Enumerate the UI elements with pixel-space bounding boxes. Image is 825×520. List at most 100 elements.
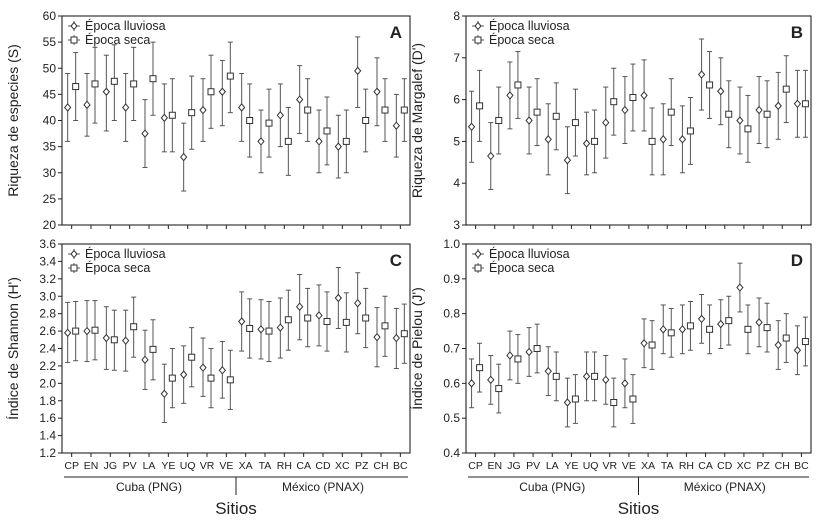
panel-c-xtick-label: VE (219, 460, 233, 472)
panel-b-point-seca (514, 81, 522, 89)
panel-c-point-seca (342, 318, 350, 326)
panel-d-point-seca (495, 385, 503, 393)
panel-d-ytick-label: 0.7 (443, 342, 460, 356)
panel-a-ytick-label: 50 (43, 61, 57, 75)
panel-b-point-seca (648, 137, 656, 145)
panel-d-point-seca (706, 325, 714, 333)
panel-d-point-lluviosa (793, 345, 802, 355)
panel-b-point-lluviosa (602, 118, 610, 127)
panel-a-ytick-label: 40 (43, 114, 57, 128)
panel-d-xtick-label: VE (622, 460, 636, 472)
panel-b-point-lluviosa (525, 116, 533, 125)
panel-b-legend-marker-seca (474, 36, 482, 44)
panel-d-point-lluviosa (602, 375, 610, 385)
panel-b-point-lluviosa (659, 135, 667, 144)
panel-d-xtick-label: CA (698, 460, 713, 472)
panel-d-xtick-label: TA (661, 460, 674, 472)
panel-c-ytick-label: 3.6 (39, 237, 56, 251)
panel-d-point-seca (533, 345, 541, 352)
panel-a-legend-marker-seca (70, 36, 78, 44)
panel-d-point-lluviosa (678, 325, 687, 334)
panel-d-ytick-label: 0.5 (443, 411, 460, 425)
panel-d-letter: D (791, 251, 803, 270)
panel-a-point-lluviosa (373, 87, 381, 97)
panel-d-xtick-label: CH (775, 460, 790, 472)
panel-a-legend-label: Época lluviosa (85, 18, 166, 33)
panel-d-point-seca (552, 372, 560, 380)
panel-d-point-seca (476, 364, 484, 372)
panel-b-ytick-label: 4 (453, 176, 460, 190)
panel-c-xtick-label: BC (393, 460, 408, 472)
panel-b-point-seca (801, 100, 809, 108)
panel-d-point-seca (763, 324, 771, 332)
panel-c-point-lluviosa (315, 311, 323, 320)
panel-d-point-lluviosa (544, 366, 552, 376)
panel-d-xtick-label: XC (737, 460, 752, 472)
panel-a-point-seca (149, 75, 157, 83)
panel-a-letter: A (390, 23, 402, 42)
panel-c-xtick-label: RH (277, 460, 292, 472)
panel-a-point-seca (400, 106, 408, 114)
panel-d-ytick-label: 0.8 (443, 307, 460, 321)
panel-d-ytick-label: 1.0 (443, 237, 460, 251)
panel-c-xtick-label: YE (161, 460, 175, 472)
panel-c-point-seca (72, 327, 80, 335)
panel-c-xtick-label: VR (200, 460, 215, 472)
panel-b-point-seca (533, 108, 541, 116)
panel-d-point-lluviosa (736, 283, 744, 292)
panel-c-legend-marker-lluviosa (70, 249, 78, 259)
panel-d-legend-label: Época lluviosa (489, 246, 570, 261)
panel-d-point-seca (725, 317, 733, 325)
panel-b-point-seca (610, 98, 618, 106)
panel-a-ytick-label: 25 (43, 192, 57, 206)
panel-a-point-lluviosa (141, 129, 149, 138)
panel-a-point-lluviosa (83, 100, 91, 110)
panel-b-point-seca (591, 137, 599, 145)
panel-a-point-lluviosa (102, 87, 110, 97)
panel-d-xtick-label: PV (526, 460, 540, 472)
panel-b-point-seca (686, 127, 694, 135)
panel-c-xtick-label: TA (259, 460, 272, 472)
panel-a-point-seca (226, 72, 234, 80)
panel-b-point-lluviosa (774, 101, 782, 111)
panel-d-point-lluviosa (640, 339, 648, 348)
panel-b-point-seca (667, 108, 675, 116)
panel-a-ytick-label: 55 (43, 35, 57, 49)
panel-b-point-lluviosa (621, 105, 629, 115)
panel-d-point-seca (514, 355, 522, 363)
panel-c-point-lluviosa (199, 363, 207, 372)
panel-c-ytick-label: 1.4 (39, 429, 56, 443)
panel-a-point-seca (130, 80, 138, 88)
panel-b-ytick-label: 3 (453, 218, 460, 232)
panel-c-letter: C (390, 251, 402, 270)
panel-d-point-seca (629, 395, 637, 403)
panel-a-point-lluviosa (180, 152, 188, 162)
panel-a-point-lluviosa (276, 111, 284, 120)
panel-b-letter: B (791, 23, 803, 42)
panel-c-xtick-label: PZ (355, 460, 369, 472)
panel-d-xtick-label: RH (679, 460, 694, 472)
panel-d-ytick-label: 0.4 (443, 446, 460, 460)
panel-b-point-lluviosa (736, 116, 744, 125)
panel-a-point-seca (323, 127, 331, 135)
panel-c-ytick-label: 2.6 (39, 324, 56, 338)
panel-a-point-lluviosa (199, 105, 207, 115)
panel-c-point-seca (362, 314, 370, 322)
panel-b-point-lluviosa (467, 122, 476, 132)
panel-b-point-lluviosa (640, 91, 648, 100)
panel-a-point-lluviosa (238, 103, 246, 112)
panel-b-ytick-label: 5 (453, 134, 460, 148)
panel-b-ytick-label: 8 (453, 9, 460, 23)
panel-c-ytick-label: 2.2 (39, 359, 56, 373)
panel-a-ylabel: Riqueza de especies (S) (5, 44, 21, 197)
panel-c-point-lluviosa (141, 355, 149, 365)
panel-a-point-seca (342, 137, 350, 145)
panel-c-point-seca (149, 345, 157, 353)
panel-c-xlabel: Sitios (215, 499, 257, 518)
panel-b-point-seca (763, 110, 771, 118)
panel-c-xtick-label: CH (373, 460, 388, 472)
panel-d-point-seca (667, 329, 675, 337)
panel-b-point-seca (706, 81, 714, 89)
panel-c-point-seca (323, 318, 331, 326)
